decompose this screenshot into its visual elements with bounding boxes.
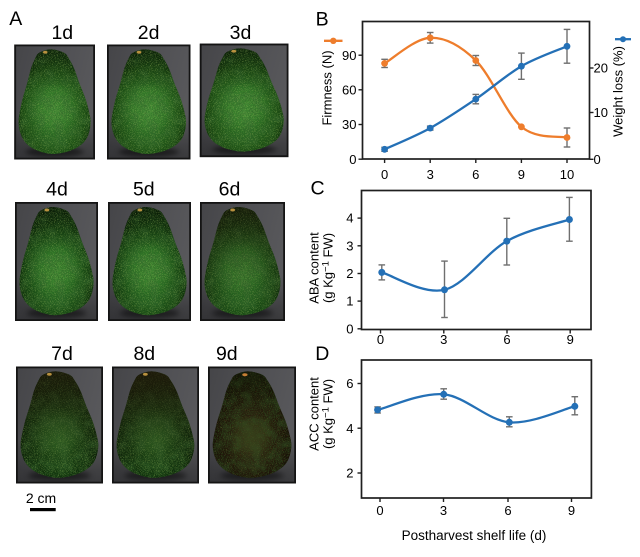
- svg-text:1: 1: [346, 294, 353, 309]
- svg-text:3: 3: [440, 332, 447, 347]
- svg-text:0: 0: [381, 167, 388, 182]
- svg-text:4d: 4d: [46, 179, 68, 201]
- svg-text:30: 30: [342, 117, 356, 132]
- svg-text:2 cm: 2 cm: [26, 490, 56, 506]
- svg-text:9d: 9d: [216, 343, 238, 365]
- svg-text:7d: 7d: [51, 343, 73, 365]
- svg-text:20: 20: [594, 61, 608, 76]
- svg-text:0: 0: [346, 321, 353, 336]
- svg-text:9: 9: [518, 167, 525, 182]
- svg-text:(g Kg−1 FW): (g Kg−1 FW): [320, 379, 335, 449]
- svg-text:2: 2: [346, 466, 353, 481]
- svg-text:2: 2: [346, 266, 353, 281]
- svg-text:0: 0: [594, 152, 601, 167]
- svg-text:5d: 5d: [133, 179, 155, 201]
- svg-text:10: 10: [594, 105, 608, 120]
- svg-text:1d: 1d: [51, 22, 73, 44]
- svg-text:4: 4: [346, 211, 353, 226]
- svg-text:9: 9: [567, 332, 574, 347]
- svg-text:6d: 6d: [219, 179, 241, 201]
- svg-text:3: 3: [346, 238, 353, 253]
- svg-text:A: A: [9, 8, 22, 30]
- svg-text:0: 0: [376, 503, 383, 518]
- svg-text:0: 0: [377, 332, 384, 347]
- svg-text:8d: 8d: [133, 343, 155, 365]
- svg-text:10: 10: [560, 167, 574, 182]
- svg-text:90: 90: [342, 48, 356, 63]
- svg-text:0: 0: [349, 152, 356, 167]
- svg-text:B: B: [316, 8, 329, 30]
- svg-text:3: 3: [440, 503, 447, 518]
- svg-text:6: 6: [346, 376, 353, 391]
- svg-text:3: 3: [427, 167, 434, 182]
- svg-text:Firmness (N): Firmness (N): [320, 50, 335, 125]
- svg-text:3d: 3d: [230, 22, 252, 44]
- svg-text:60: 60: [342, 82, 356, 97]
- svg-text:C: C: [311, 178, 325, 200]
- svg-text:4: 4: [346, 421, 353, 436]
- svg-text:ABA content: ABA content: [307, 232, 322, 304]
- svg-text:6: 6: [504, 503, 511, 518]
- svg-text:Weight loss (%): Weight loss (%): [611, 46, 626, 137]
- svg-text:6: 6: [503, 332, 510, 347]
- svg-text:9: 9: [568, 503, 575, 518]
- svg-text:(g Kg−1 FW): (g Kg−1 FW): [321, 233, 336, 303]
- svg-text:6: 6: [472, 167, 479, 182]
- svg-text:2d: 2d: [138, 22, 160, 44]
- svg-text:D: D: [315, 343, 329, 365]
- svg-text:ACC content: ACC content: [306, 377, 321, 451]
- svg-text:Postharvest shelf life (d): Postharvest shelf life (d): [402, 528, 547, 543]
